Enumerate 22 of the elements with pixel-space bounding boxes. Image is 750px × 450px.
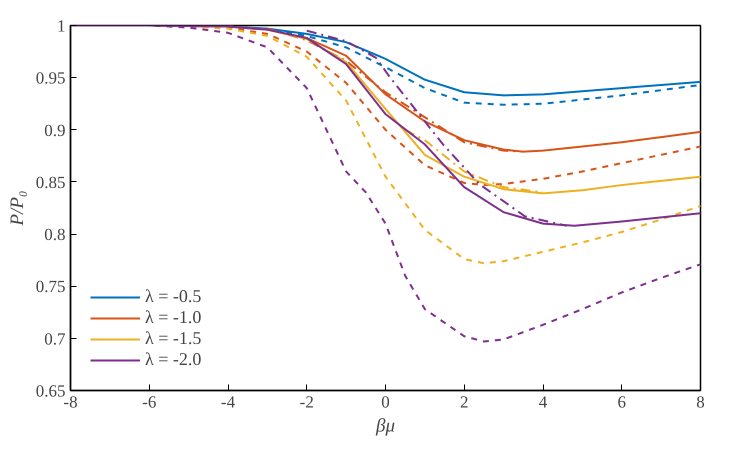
x-axis-title: βμ bbox=[375, 416, 395, 436]
y-tick-label: 0.75 bbox=[36, 277, 66, 296]
y-tick-label: 0.95 bbox=[36, 68, 66, 88]
x-tick-label: 6 bbox=[618, 392, 626, 412]
x-tick-label: 4 bbox=[538, 392, 548, 412]
legend-label: λ = -0.5 bbox=[145, 286, 202, 307]
x-tick-label: 8 bbox=[696, 392, 705, 412]
y-tick-label: 0.9 bbox=[44, 120, 66, 140]
legend-label: λ = -1.0 bbox=[145, 307, 202, 328]
legend-label: λ = -2.0 bbox=[145, 349, 202, 370]
y-tick-label: 0.65 bbox=[36, 382, 66, 400]
x-tick-label: 0 bbox=[381, 392, 390, 412]
x-tick-label: -6 bbox=[142, 392, 156, 412]
legend-label: λ = -1.5 bbox=[145, 328, 202, 349]
x-tick-label: -4 bbox=[220, 392, 236, 412]
x-tick-label: 2 bbox=[460, 392, 468, 412]
y-tick-label: 0.85 bbox=[36, 172, 66, 192]
y-tick-label: 0.8 bbox=[44, 225, 66, 244]
y-tick-label: 0.7 bbox=[44, 329, 66, 348]
x-tick-label: -2 bbox=[300, 392, 314, 412]
y-tick-label: 1 bbox=[57, 16, 66, 36]
y-axis-title: P/P₀ bbox=[6, 190, 28, 227]
